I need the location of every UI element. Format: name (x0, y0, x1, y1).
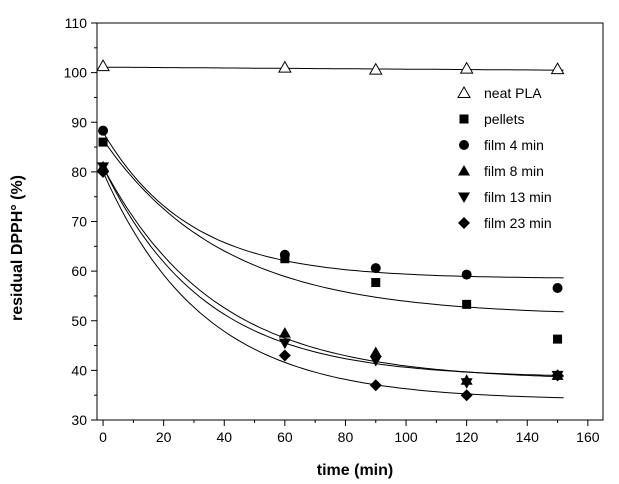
y-tick-label: 80 (71, 164, 87, 180)
fit-curve (102, 166, 564, 377)
x-axis-label: time (min) (317, 462, 393, 479)
legend-marker-triangle-down (458, 192, 470, 203)
data-point-open-triangle (277, 60, 292, 73)
legend-label: film 4 min (484, 137, 544, 153)
data-point-circle (461, 269, 472, 280)
data-point-square (462, 299, 472, 309)
x-tick-label: 160 (576, 429, 600, 445)
x-tick-label: 80 (338, 429, 354, 445)
data-point-diamond (551, 369, 564, 382)
x-tick-label: 120 (455, 429, 479, 445)
fit-curve (102, 171, 564, 399)
data-point-triangle-down (278, 338, 291, 350)
legend-marker-triangle-up (458, 165, 470, 176)
x-tick-label: 0 (99, 429, 107, 445)
fit-curve (102, 139, 564, 313)
x-tick-label: 140 (516, 429, 540, 445)
data-point-open-triangle (96, 59, 110, 72)
data-points (96, 59, 565, 402)
fit-curves (102, 66, 564, 399)
legend-marker-open-triangle (457, 85, 471, 98)
y-axis-label: residual DPPH° (%) (9, 175, 26, 321)
y-tick-label: 110 (65, 15, 88, 31)
legend: neat PLA pellets film 4 min film 8 min film … (457, 85, 552, 231)
data-point-circle (279, 249, 290, 260)
fit-curve (103, 66, 564, 71)
data-point-triangle-up (278, 327, 291, 338)
y-tick-label: 70 (71, 214, 87, 230)
x-tick-label: 60 (277, 429, 293, 445)
legend-label: neat PLA (484, 85, 542, 101)
data-point-triangle-down (369, 355, 382, 367)
data-point-diamond (460, 389, 473, 402)
legend-label: pellets (484, 111, 524, 127)
legend-marker-circle (459, 140, 469, 150)
data-point-circle (370, 263, 381, 274)
x-tick-label: 20 (156, 429, 172, 445)
x-tick-label: 100 (394, 429, 418, 445)
data-point-open-triangle (368, 62, 383, 75)
y-tick-label: 60 (71, 263, 87, 279)
data-point-square (98, 137, 108, 147)
legend-label: film 8 min (484, 163, 544, 179)
data-point-square (553, 334, 563, 344)
data-point-square (371, 278, 381, 288)
y-tick-label: 100 (64, 65, 88, 81)
y-tick-label: 30 (71, 412, 87, 428)
data-point-diamond (97, 165, 110, 178)
legend-label: film 13 min (484, 189, 552, 205)
legend-marker-diamond (458, 217, 470, 229)
data-point-circle (552, 282, 563, 293)
data-point-triangle-down (460, 378, 473, 389)
fit-curve (102, 131, 564, 279)
data-point-diamond (369, 379, 382, 392)
y-tick-label: 40 (71, 362, 87, 378)
legend-marker-square (459, 114, 469, 124)
y-tick-label: 50 (71, 313, 87, 329)
axes: 0 20 40 60 80 100 120 140 160 30 40 50 60 70 80 90 100 11… (64, 15, 604, 445)
data-point-open-triangle (459, 61, 474, 74)
data-point-open-triangle (550, 62, 565, 75)
x-tick-label: 40 (216, 429, 232, 445)
y-tick-label: 90 (71, 114, 87, 130)
data-point-triangle-up (369, 346, 382, 358)
data-point-circle (98, 125, 109, 136)
legend-label: film 23 min (484, 215, 552, 231)
data-point-diamond (278, 349, 291, 362)
